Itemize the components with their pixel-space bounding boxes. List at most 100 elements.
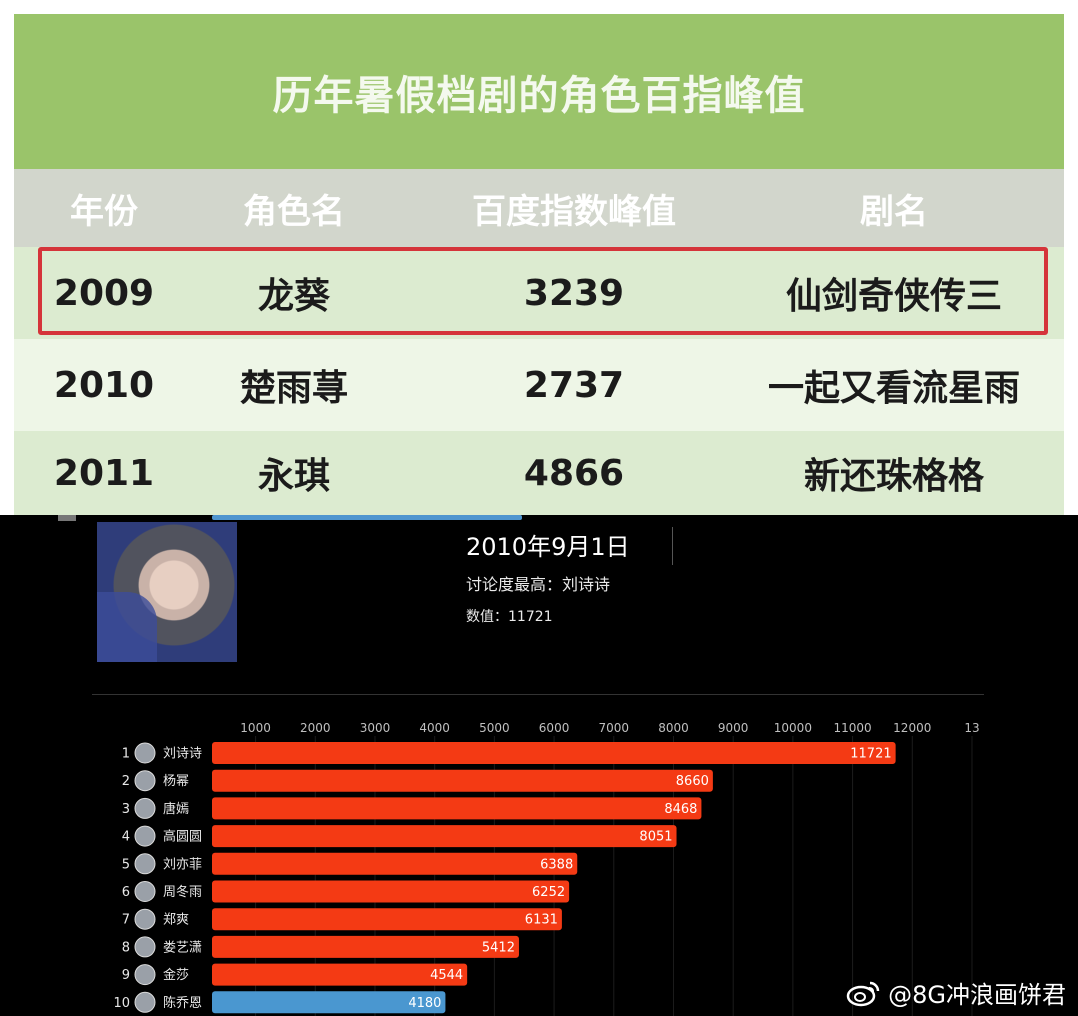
bar — [212, 825, 677, 848]
bar — [212, 742, 896, 764]
avatar-icon — [134, 881, 156, 902]
previous-bar-fragment — [212, 515, 522, 520]
avatar-icon — [134, 853, 156, 875]
x-tick-label: 3000 — [360, 721, 391, 735]
bar — [212, 797, 702, 820]
rank-label: 6 — [122, 885, 130, 900]
bar-name-label: 周冬雨 — [163, 884, 202, 900]
rank-label: 1 — [122, 747, 130, 762]
avatar-icon — [134, 742, 156, 764]
bar-name-label: 刘诗诗 — [163, 747, 202, 762]
bar — [212, 880, 570, 903]
row-peak-value: 4866 — [523, 452, 625, 494]
bar-name-label: 高圆圆 — [163, 829, 202, 845]
bar-name-label: 唐嫣 — [163, 801, 189, 817]
bar — [212, 852, 578, 875]
x-tick-label: 9000 — [718, 721, 749, 735]
header-role-name: 角色名 — [243, 191, 345, 232]
bar-value-label: 8051 — [639, 830, 672, 845]
x-tick-label: 11000 — [833, 721, 871, 735]
race-date: 2010年9月1日 — [466, 533, 630, 561]
x-tick-label: 13 — [964, 721, 979, 735]
row-role-name: 永琪 — [257, 456, 330, 497]
table-section: 历年暑假档剧的角色百指峰值 年份 角色名 百度指数峰值 剧名 2009 龙葵 3… — [14, 14, 1064, 515]
bar — [212, 991, 446, 1014]
bar — [212, 908, 562, 931]
header-year: 年份 — [70, 191, 138, 232]
row-peak-value: 3239 — [523, 272, 625, 314]
avatar-icon — [134, 825, 156, 847]
avatar-icon — [134, 991, 156, 1013]
bar-value-label: 5412 — [482, 940, 515, 955]
bar-name-label: 郑爽 — [163, 913, 189, 928]
bar — [212, 769, 713, 792]
avatar-icon — [134, 908, 156, 930]
bar-value-label: 6131 — [525, 913, 558, 928]
corner-glyph — [58, 515, 76, 521]
bar — [212, 935, 519, 958]
x-tick-label: 5000 — [479, 721, 510, 735]
row-year: 2009 — [53, 272, 155, 314]
header-baidu-peak: 百度指数峰值 — [472, 191, 676, 232]
bar-name-label: 陈乔恩 — [163, 995, 202, 1011]
avatar-icon — [134, 964, 156, 986]
rank-label: 7 — [122, 913, 130, 928]
x-tick-label: 4000 — [419, 721, 450, 735]
row-drama-name: 仙剑奇侠传三 — [785, 276, 1002, 317]
bar — [212, 963, 468, 986]
row-drama-name: 新还珠格格 — [803, 456, 984, 497]
weibo-icon — [846, 981, 880, 1006]
rank-label: 2 — [122, 774, 130, 789]
date-divider — [672, 527, 673, 565]
bar-name-label: 杨幂 — [163, 774, 189, 789]
race-top-label: 讨论度最高：刘诗诗 — [466, 575, 611, 594]
bar-value-label: 8660 — [676, 774, 709, 789]
bar-value-label: 6388 — [540, 857, 573, 872]
row-role-name: 龙葵 — [257, 276, 330, 317]
rank-label: 8 — [122, 940, 130, 955]
rank-label: 4 — [122, 830, 130, 845]
x-tick-label: 12000 — [893, 721, 931, 735]
row-role-name: 楚雨荨 — [239, 368, 348, 409]
summer-drama-table: 历年暑假档剧的角色百指峰值 年份 角色名 百度指数峰值 剧名 2009 龙葵 3… — [14, 14, 1064, 515]
table-header-row: 年份 角色名 百度指数峰值 剧名 — [14, 169, 1064, 247]
bar-value-label: 11721 — [850, 747, 891, 762]
avatar-icon — [134, 797, 156, 819]
row-highlight-box — [38, 247, 1048, 335]
bar-name-label: 娄艺潇 — [163, 940, 202, 955]
table-row: 2010 楚雨荨 2737 一起又看流星雨 — [14, 339, 1064, 431]
avatar-icon — [134, 770, 156, 792]
rank-label: 10 — [113, 996, 130, 1011]
row-year: 2010 — [53, 364, 155, 406]
table-row: 2009 龙葵 3239 仙剑奇侠传三 — [14, 247, 1064, 339]
race-value-label: 数值：11721 — [466, 609, 553, 625]
bar-race-section: 2010年9月1日 讨论度最高：刘诗诗 数值：11721 1000 2000 300… — [0, 515, 1078, 1016]
bar-name-label: 刘亦菲 — [163, 856, 202, 872]
leader-portrait — [97, 522, 237, 662]
header-drama-name: 剧名 — [860, 191, 928, 232]
row-drama-name: 一起又看流星雨 — [767, 368, 1020, 409]
bar-value-label: 4180 — [408, 996, 441, 1011]
x-tick-label: 1000 — [240, 721, 271, 735]
bar-value-label: 4544 — [430, 968, 463, 983]
bar-race-chart: 1000 2000 3000 4000 5000 6000 7000 8000 9000 1000… — [113, 721, 980, 1016]
x-tick-label: 10000 — [774, 721, 812, 735]
table-title: 历年暑假档剧的角色百指峰值 — [14, 14, 1064, 169]
rank-label: 5 — [122, 857, 130, 872]
watermark-text: @8G冲浪画饼君 — [888, 981, 1066, 1009]
rank-label: 3 — [122, 802, 130, 817]
rank-label: 9 — [122, 968, 130, 983]
x-tick-label: 8000 — [658, 721, 689, 735]
x-tick-label: 7000 — [599, 721, 630, 735]
row-year: 2011 — [53, 452, 155, 494]
bar-value-label: 8468 — [664, 802, 697, 817]
watermark: @8G冲浪画饼君 — [846, 975, 1066, 1010]
bar-name-label: 金莎 — [163, 967, 189, 983]
bar-value-label: 6252 — [532, 885, 565, 900]
row-peak-value: 2737 — [523, 364, 625, 406]
x-tick-label: 6000 — [539, 721, 570, 735]
x-tick-label: 2000 — [300, 721, 331, 735]
avatar-icon — [134, 936, 156, 958]
table-row: 2011 永琪 4866 新还珠格格 — [14, 431, 1064, 515]
separator-line — [92, 694, 984, 695]
